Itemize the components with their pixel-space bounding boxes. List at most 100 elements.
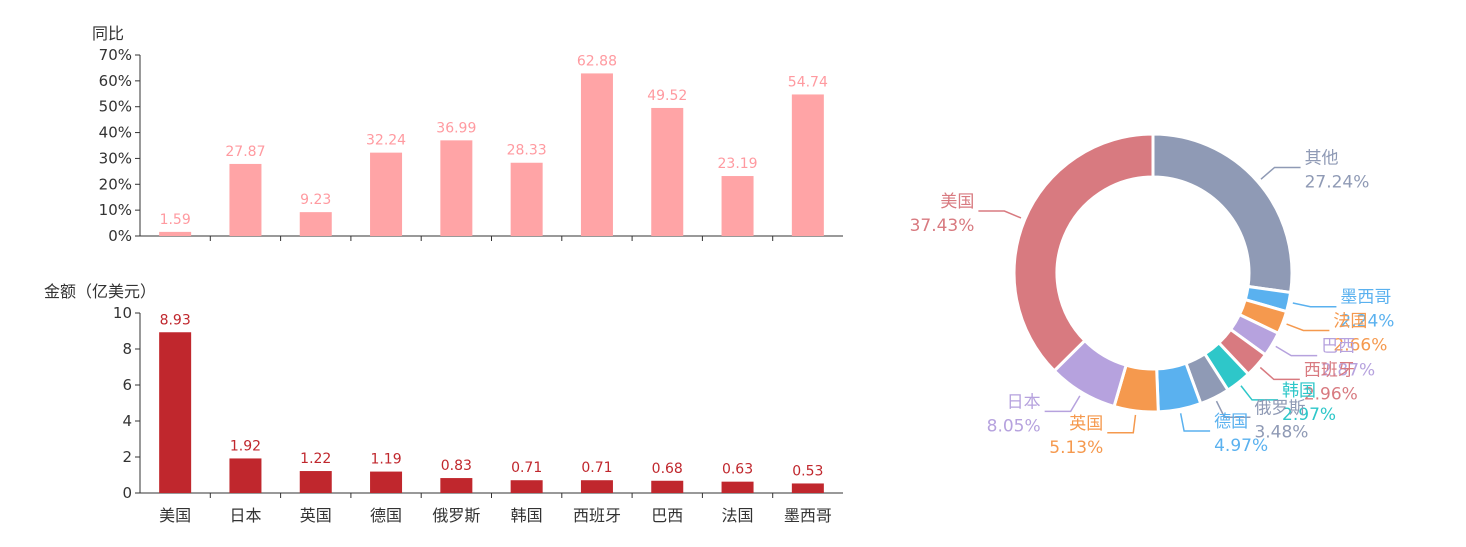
yoy-y-axis-title: 同比 (92, 24, 124, 43)
donut-slice-name: 巴西 (1321, 337, 1355, 357)
amount-value-label: 0.71 (581, 460, 612, 476)
amount-bar (791, 483, 824, 493)
amount-y-tick-label: 4 (122, 412, 132, 430)
amount-y-axis-title: 金额（亿美元） (44, 282, 156, 301)
donut-slice-percent: 37.43% (910, 216, 975, 236)
amount-value-label: 1.22 (300, 451, 331, 467)
donut-slice-name: 其他 (1305, 148, 1339, 168)
donut-leader-line (1292, 302, 1337, 308)
donut-leader-line (1179, 413, 1211, 432)
donut-slice (1151, 132, 1294, 295)
yoy-bar (440, 140, 473, 236)
amount-value-label: 0.63 (722, 462, 753, 478)
amount-value-label: 1.92 (230, 438, 261, 454)
yoy-value-label: 1.59 (160, 212, 191, 228)
amount-bar (440, 478, 473, 493)
donut-slice-percent: 2.97% (1282, 405, 1336, 425)
amount-y-tick-label: 8 (122, 340, 132, 358)
donut-leader-line (1215, 400, 1251, 419)
donut-slice-percent: 2.87% (1321, 361, 1375, 381)
amount-bar (580, 480, 613, 493)
donut-slice-percent: 2.66% (1333, 335, 1387, 355)
amount-x-tick-label: 俄罗斯 (432, 506, 480, 525)
donut-slice-percent: 5.13% (1049, 438, 1103, 458)
amount-y-tick-label: 6 (122, 376, 132, 394)
yoy-bar (229, 163, 262, 236)
donut-leader-line (1260, 166, 1301, 180)
donut-slice-percent: 8.05% (987, 416, 1041, 436)
yoy-y-tick-label: 60% (99, 72, 132, 90)
amount-y-tick-label: 10 (113, 304, 132, 322)
yoy-value-label: 28.33 (507, 143, 547, 159)
yoy-bar (510, 162, 543, 236)
amount-value-label: 1.19 (370, 452, 401, 468)
donut-leader-line (1044, 395, 1081, 413)
donut-leader-line (1275, 345, 1318, 357)
amount-x-tick-label: 西班牙 (573, 506, 621, 525)
amount-x-tick-label: 英国 (300, 506, 332, 525)
amount-bar (299, 471, 332, 493)
amount-bar (721, 481, 754, 493)
amount-bar (229, 458, 262, 493)
amount-x-tick-label: 法国 (722, 506, 754, 525)
amount-x-tick-label: 德国 (370, 506, 402, 525)
donut-slice-name: 德国 (1214, 412, 1248, 432)
donut-slice-percent: 2.96% (1304, 384, 1358, 404)
donut-slice-percent: 4.97% (1214, 436, 1268, 456)
yoy-y-tick-label: 10% (99, 201, 132, 219)
donut-slice-percent: 2.24% (1340, 312, 1394, 332)
donut-slice-percent: 3.48% (1254, 422, 1308, 442)
donut-leader-line (1107, 414, 1137, 434)
amount-x-tick-label: 巴西 (651, 506, 683, 525)
yoy-value-label: 32.24 (366, 133, 406, 149)
amount-bar (159, 332, 192, 493)
amount-value-label: 0.68 (652, 461, 683, 477)
donut-slice-name: 韩国 (1282, 381, 1316, 401)
yoy-value-label: 27.87 (225, 144, 265, 160)
yoy-bar (651, 107, 684, 236)
yoy-value-label: 54.74 (788, 74, 828, 90)
amount-y-tick-label: 2 (122, 448, 132, 466)
yoy-y-tick-label: 70% (99, 46, 132, 64)
yoy-value-label: 62.88 (577, 53, 617, 69)
yoy-bar (159, 231, 192, 236)
yoy-bar-chart: 同比 0% 10% 20% 30% 40% 50% 60% 70% 1.59 27.87 9.23 32… (92, 24, 843, 245)
amount-x-tick-label: 美国 (159, 506, 191, 525)
yoy-bar (791, 94, 824, 236)
yoy-value-label: 23.19 (718, 156, 758, 172)
donut-leader-line (1286, 323, 1330, 332)
yoy-bar (580, 73, 613, 237)
amount-bar (651, 480, 684, 493)
yoy-bar (721, 176, 754, 236)
yoy-bar (299, 212, 332, 236)
yoy-y-tick-label: 30% (99, 149, 132, 167)
amount-bar (510, 480, 543, 493)
amount-x-tick-label: 韩国 (511, 506, 543, 525)
amount-value-label: 0.53 (792, 463, 823, 479)
donut-slice-name: 西班牙 (1304, 360, 1355, 380)
donut-leader-line (1240, 385, 1279, 401)
donut-slice (1012, 132, 1155, 373)
donut-leader-line (978, 210, 1022, 219)
donut-slice-name: 墨西哥 (1340, 288, 1391, 308)
amount-bar (370, 471, 403, 493)
donut-slice-name: 英国 (1069, 414, 1103, 434)
yoy-value-label: 9.23 (300, 192, 331, 208)
yoy-bar (370, 152, 403, 236)
yoy-y-tick-label: 40% (99, 124, 132, 142)
amount-value-label: 0.83 (441, 458, 472, 474)
yoy-y-tick-label: 50% (99, 98, 132, 116)
donut-slice-name: 美国 (940, 192, 974, 212)
amount-bar-chart: 金额（亿美元） 0 2 4 6 8 10 8.93 美国 1.92 日本 1.22 英国 1.19 德国 0.… (44, 282, 843, 525)
donut-slice-percent: 27.24% (1305, 172, 1370, 192)
donut-leader-line (1259, 366, 1300, 381)
amount-y-tick-label: 0 (122, 484, 132, 502)
yoy-value-label: 49.52 (647, 88, 687, 104)
share-donut-chart: 其他 27.24% 墨西哥 2.24%法国 2.66%巴西 2.87%西班牙 2.96%韩国… (910, 132, 1394, 458)
amount-x-tick-label: 墨西哥 (784, 506, 832, 525)
yoy-y-tick-label: 0% (108, 227, 132, 245)
yoy-y-tick-label: 20% (99, 175, 132, 193)
donut-slice-name: 日本 (1007, 392, 1041, 412)
donut-slice-name: 俄罗斯 (1254, 398, 1305, 418)
